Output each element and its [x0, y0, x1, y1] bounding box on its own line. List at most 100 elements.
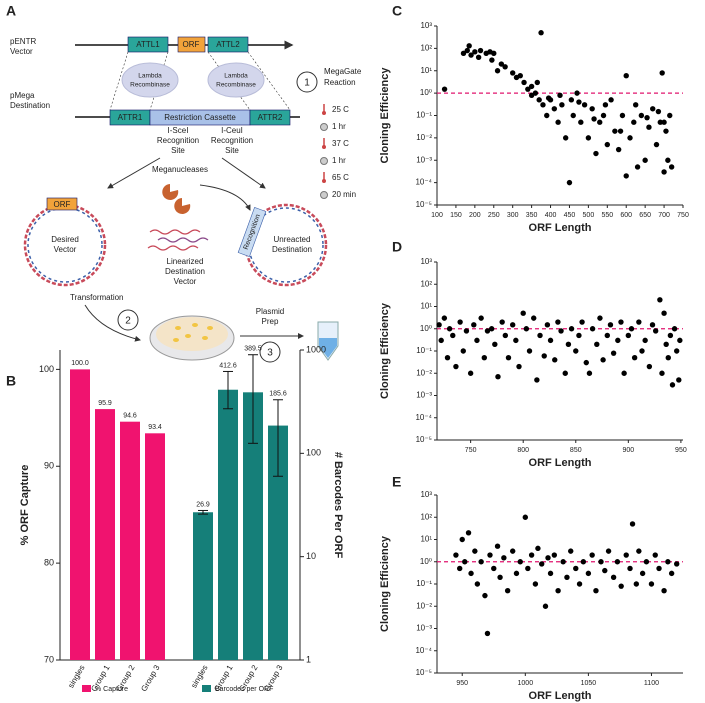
point: [497, 574, 503, 581]
point: [498, 61, 505, 67]
arrow: [107, 157, 161, 189]
x-tick-label: 950: [456, 680, 468, 687]
point: [643, 559, 650, 565]
x-tick-label: 900: [622, 447, 634, 454]
label: Reaction: [324, 78, 356, 87]
point: [668, 164, 675, 170]
point: [478, 315, 484, 321]
label: Prep: [262, 317, 279, 326]
point: [669, 382, 676, 388]
x-tick-label: 800: [517, 447, 529, 454]
y2-tick-label: 10: [306, 551, 316, 561]
point: [568, 548, 574, 554]
point: [602, 567, 608, 574]
point: [605, 548, 612, 554]
legend-swatch: [82, 685, 91, 692]
point: [656, 565, 662, 572]
point: [471, 322, 477, 328]
point: [555, 587, 561, 594]
point: [460, 50, 467, 57]
x-tick-label: 650: [639, 212, 651, 219]
x-tick-label: 250: [488, 212, 500, 219]
arrow: [199, 184, 251, 211]
point: [464, 47, 470, 54]
point: [576, 99, 582, 105]
point: [488, 326, 495, 332]
plate: [156, 317, 228, 351]
point: [573, 348, 579, 354]
point: [644, 114, 650, 121]
point: [574, 90, 580, 96]
point: [501, 555, 507, 561]
label: Meganucleases: [152, 165, 208, 174]
y-tick-label: 10⁻⁴: [415, 646, 432, 655]
point: [491, 50, 497, 57]
y-axis-label: Cloning Efficiency: [379, 302, 391, 399]
point: [648, 581, 655, 587]
point: [555, 319, 561, 325]
point: [661, 587, 667, 594]
point: [450, 332, 456, 339]
point: [558, 328, 564, 334]
y-axis-label: % ORF Capture: [19, 465, 31, 546]
point: [551, 106, 558, 112]
point: [465, 530, 472, 536]
y-tick-label: 10⁻⁵: [416, 200, 432, 209]
label: 1 hr: [332, 156, 346, 165]
x-tick-label: 500: [583, 212, 595, 219]
point: [545, 555, 551, 561]
point: [593, 587, 599, 594]
point: [655, 108, 662, 115]
point: [627, 135, 633, 141]
y2-tick-label: 100: [306, 448, 321, 458]
point: [673, 561, 680, 567]
label: ORF: [183, 40, 200, 49]
point: [477, 47, 484, 54]
value-label: 93.4: [148, 424, 162, 431]
arrow: [221, 157, 266, 189]
point: [589, 326, 596, 332]
orf-box: [46, 197, 78, 211]
point: [652, 552, 658, 558]
point: [597, 119, 603, 125]
point: [499, 319, 505, 325]
point: [615, 337, 621, 344]
panel-label: D: [392, 239, 402, 255]
point: [513, 337, 519, 344]
point: [457, 565, 463, 572]
point: [659, 370, 665, 376]
label: Transformation: [70, 293, 124, 302]
point: [438, 337, 444, 344]
x-tick-label: 150: [450, 212, 462, 219]
point: [653, 141, 660, 148]
point: [539, 561, 545, 567]
point: [560, 559, 566, 565]
point: [551, 552, 558, 558]
point: [581, 102, 588, 108]
point: [453, 363, 459, 370]
value-label: 389.5: [244, 346, 262, 353]
point: [444, 354, 451, 361]
point: [536, 97, 542, 103]
point: [474, 337, 480, 344]
recognition-box: [237, 207, 267, 257]
x-axis-label: ORF Length: [529, 457, 592, 469]
point: [632, 102, 639, 108]
y-tick-label: 70: [44, 654, 54, 664]
point: [547, 337, 554, 344]
point: [618, 583, 624, 589]
point: [489, 57, 495, 63]
point: [513, 570, 520, 577]
y-tick-label: 10⁻³: [416, 391, 432, 400]
label: 2: [125, 316, 131, 327]
point: [463, 328, 470, 334]
recombinase: [207, 62, 265, 98]
point: [636, 548, 642, 554]
point: [614, 559, 621, 565]
point: [621, 370, 627, 376]
point: [600, 112, 607, 119]
point: [441, 86, 448, 92]
label: 25 C: [332, 105, 349, 114]
point: [602, 102, 609, 108]
point: [494, 543, 501, 549]
